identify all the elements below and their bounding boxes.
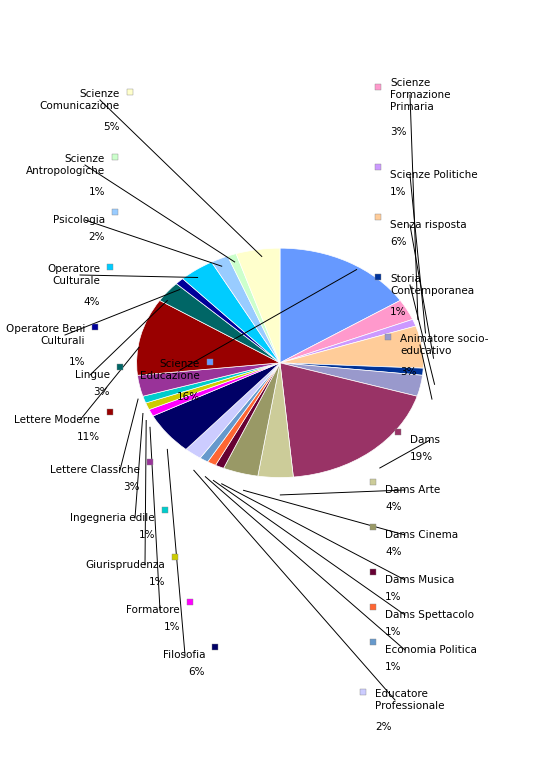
Text: 1%: 1%	[88, 187, 105, 197]
Wedge shape	[280, 320, 416, 363]
Text: Filosofia: Filosofia	[162, 650, 205, 660]
Text: Scienze
Educazione: Scienze Educazione	[140, 359, 200, 381]
Text: 2%: 2%	[375, 722, 391, 732]
Text: 19%: 19%	[410, 452, 433, 462]
Wedge shape	[186, 363, 280, 458]
Text: 2%: 2%	[88, 232, 105, 242]
Text: 1%: 1%	[68, 357, 85, 367]
Text: 4%: 4%	[83, 297, 100, 307]
Text: Psicologia: Psicologia	[53, 215, 105, 225]
Text: Operatore
Culturale: Operatore Culturale	[47, 264, 100, 286]
Text: Dams Cinema: Dams Cinema	[385, 530, 458, 540]
Wedge shape	[153, 363, 280, 449]
Text: Animatore socio-
educativo: Animatore socio- educativo	[400, 334, 488, 356]
Text: 1%: 1%	[390, 187, 407, 197]
Wedge shape	[280, 363, 423, 375]
Text: Scienze
Formazione
Primaria: Scienze Formazione Primaria	[390, 79, 450, 112]
Text: Dams: Dams	[410, 435, 440, 445]
Wedge shape	[208, 363, 280, 466]
Text: Scienze
Comunicazione: Scienze Comunicazione	[40, 90, 120, 111]
Text: Dams Arte: Dams Arte	[385, 485, 440, 495]
Wedge shape	[223, 363, 280, 476]
Text: 1%: 1%	[164, 622, 180, 632]
Text: 3%: 3%	[124, 482, 140, 492]
Text: 3%: 3%	[400, 367, 417, 377]
Text: Scienze Politiche: Scienze Politiche	[390, 170, 478, 180]
Text: 11%: 11%	[77, 432, 100, 442]
Wedge shape	[183, 262, 280, 363]
Text: Educatore
Professionale: Educatore Professionale	[375, 689, 445, 711]
Wedge shape	[280, 248, 400, 363]
Wedge shape	[149, 363, 280, 416]
Text: 1%: 1%	[385, 662, 402, 672]
Wedge shape	[138, 363, 280, 396]
Text: 4%: 4%	[385, 502, 402, 512]
Text: 6%: 6%	[390, 237, 407, 247]
Text: 1%: 1%	[148, 577, 165, 587]
Text: Giurisprudenza: Giurisprudenza	[85, 560, 165, 570]
Text: Ingegneria edile: Ingegneria edile	[71, 513, 155, 523]
Text: Lettere Classiche: Lettere Classiche	[50, 465, 140, 475]
Text: Formatore: Formatore	[127, 605, 180, 615]
Wedge shape	[200, 363, 280, 462]
Wedge shape	[137, 300, 280, 375]
Wedge shape	[216, 363, 280, 469]
Text: 16%: 16%	[177, 392, 200, 402]
Text: Operatore Beni
Culturali: Operatore Beni Culturali	[6, 324, 85, 346]
Wedge shape	[146, 363, 280, 410]
Text: 6%: 6%	[189, 667, 205, 677]
Text: Storia
Contemporanea: Storia Contemporanea	[390, 274, 474, 296]
Text: Scienze
Antropologiche: Scienze Antropologiche	[26, 154, 105, 176]
Wedge shape	[176, 279, 280, 363]
Wedge shape	[212, 256, 280, 363]
Wedge shape	[143, 363, 280, 403]
Text: Lettere Moderne: Lettere Moderne	[14, 415, 100, 425]
Text: 4%: 4%	[385, 547, 402, 557]
Text: 5%: 5%	[104, 122, 120, 132]
Wedge shape	[258, 363, 293, 478]
Text: 1%: 1%	[385, 592, 402, 602]
Wedge shape	[280, 363, 422, 396]
Text: Lingue: Lingue	[75, 370, 110, 380]
Text: 1%: 1%	[390, 307, 407, 317]
Text: 3%: 3%	[390, 127, 407, 137]
Wedge shape	[280, 363, 417, 477]
Text: Dams Spettacolo: Dams Spettacolo	[385, 610, 474, 620]
Wedge shape	[160, 283, 280, 363]
Wedge shape	[280, 300, 413, 363]
Wedge shape	[228, 254, 280, 363]
Text: 1%: 1%	[138, 530, 155, 540]
Wedge shape	[280, 326, 423, 368]
Text: 1%: 1%	[385, 627, 402, 637]
Text: Dams Musica: Dams Musica	[385, 575, 454, 585]
Text: Senza risposta: Senza risposta	[390, 220, 466, 230]
Text: Economia Politica: Economia Politica	[385, 645, 477, 655]
Text: 3%: 3%	[94, 387, 110, 397]
Wedge shape	[236, 248, 280, 363]
